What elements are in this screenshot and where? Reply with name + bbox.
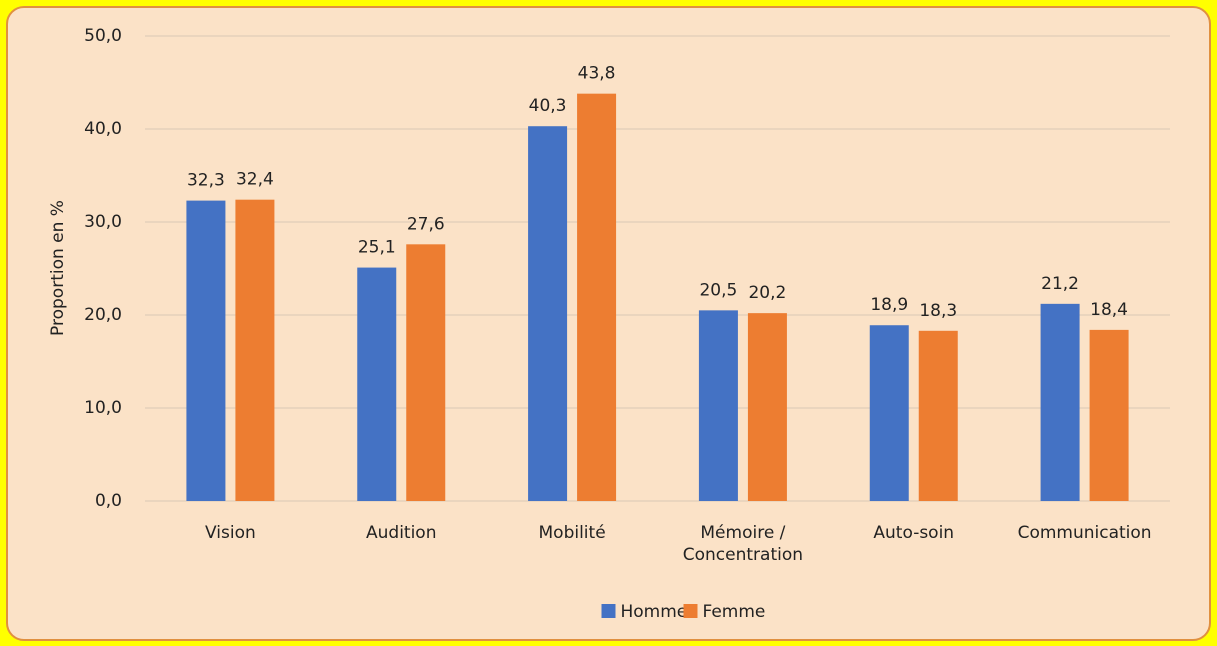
- bar: [528, 126, 568, 502]
- legend-swatch: [683, 604, 698, 618]
- data-label: 18,3: [919, 301, 957, 321]
- bar: [747, 313, 787, 501]
- bar: [406, 244, 446, 501]
- x-tick-label: Communication: [1017, 523, 1152, 543]
- data-label: 20,5: [699, 280, 737, 300]
- data-label: 18,4: [1090, 300, 1128, 320]
- data-label: 21,2: [1041, 274, 1079, 294]
- y-tick-label: 40,0: [84, 119, 122, 139]
- legend-label: Homme: [621, 602, 688, 622]
- data-label: 25,1: [358, 238, 396, 258]
- x-tick-label: Vision: [205, 523, 256, 543]
- y-tick-label: 20,0: [84, 305, 122, 325]
- bar: [235, 199, 275, 501]
- x-tick-label: Auto-soin: [873, 523, 955, 543]
- data-label: 32,4: [236, 170, 274, 190]
- bar: [869, 325, 909, 501]
- bar: [698, 310, 738, 501]
- data-label: 27,6: [407, 214, 445, 234]
- y-tick-label: 10,0: [84, 398, 122, 418]
- bar: [577, 93, 617, 501]
- y-axis-label: Proportion en %: [48, 200, 68, 336]
- bar: [357, 267, 397, 501]
- data-label: 32,3: [187, 171, 225, 191]
- x-tick-label: Mémoire / Concentration: [682, 523, 804, 565]
- legend-swatch: [601, 604, 616, 618]
- y-tick-label: 30,0: [84, 212, 122, 232]
- bar: [1089, 329, 1129, 501]
- data-label: 18,9: [870, 295, 908, 315]
- x-tick-label: Audition: [366, 523, 437, 543]
- bar: [918, 330, 958, 501]
- legend-label: Femme: [703, 602, 766, 622]
- bar: [1040, 303, 1080, 501]
- data-label: 40,3: [529, 96, 567, 116]
- x-tick-label: Mobilité: [538, 523, 606, 543]
- data-label: 43,8: [578, 64, 616, 84]
- bar: [186, 200, 226, 502]
- y-tick-label: 0,0: [95, 491, 122, 511]
- y-tick-label: 50,0: [84, 26, 122, 46]
- data-label: 20,2: [748, 283, 786, 303]
